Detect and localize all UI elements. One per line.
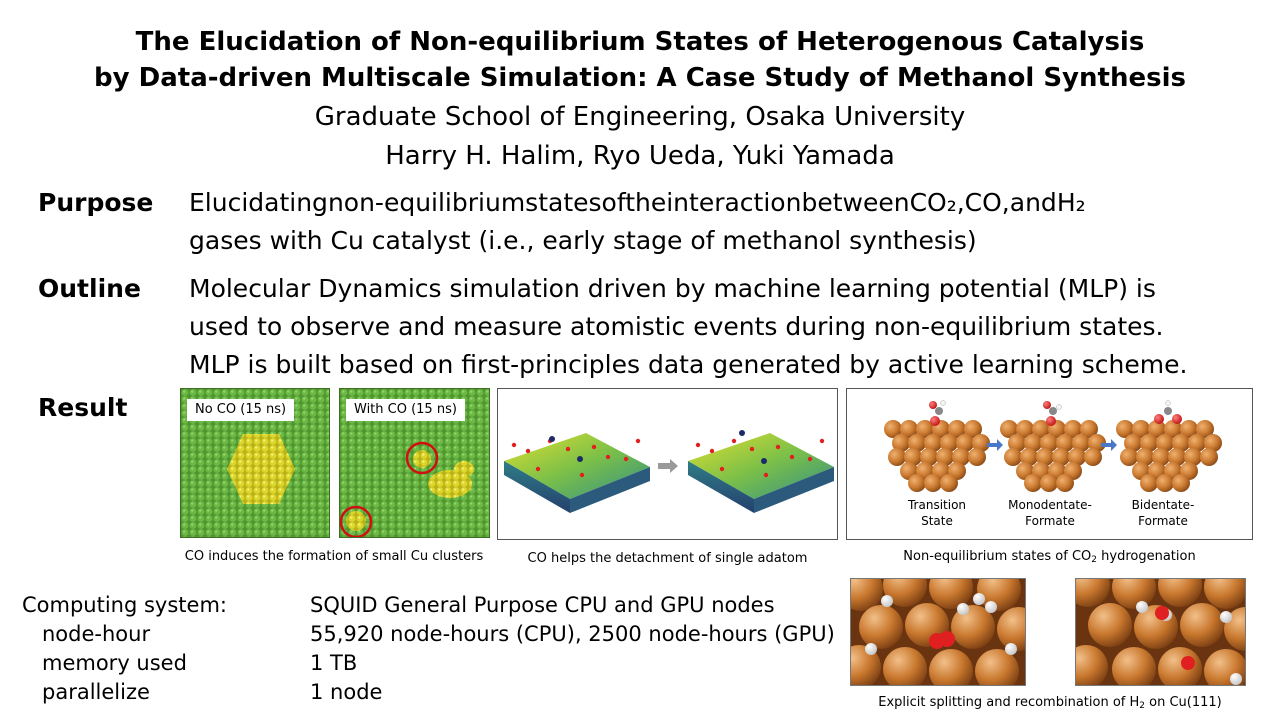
purpose-line-2: gases with Cu catalyst (i.e., early stag…	[189, 226, 977, 255]
caption-adatom-detachment: CO helps the detachment of single adatom	[527, 551, 808, 566]
node-hour-value: 55,920 node-hours (CPU), 2500 node-hours…	[310, 622, 835, 646]
copper-surface-graphic	[1076, 579, 1245, 685]
purpose-text: Elucidatingnon-equilibriumstatesoftheint…	[189, 184, 1242, 260]
caption-h2-splitting: Explicit splitting and recombination of …	[878, 695, 1222, 711]
purpose-word: H₂	[1056, 188, 1086, 217]
h2-splitting-image-2	[1075, 578, 1246, 686]
affiliation: Graduate School of Engineering, Osaka Un…	[314, 102, 966, 132]
slab-after	[688, 430, 834, 513]
purpose-word: of	[601, 188, 626, 217]
step-monodentate-formate: Monodentate- Formate	[1008, 498, 1092, 528]
arrow-right-icon	[658, 459, 678, 473]
slab-before	[504, 433, 650, 513]
copper-cluster-graphic	[884, 400, 1222, 492]
purpose-word: CO₂,	[909, 188, 965, 217]
purpose-line-1: Elucidatingnon-equilibriumstatesoftheint…	[189, 184, 1242, 222]
memory-used-value: 1 TB	[310, 651, 358, 675]
purpose-word: non-equilibrium	[327, 188, 526, 217]
adatom-detachment-image	[497, 388, 838, 540]
title-line-2: by Data-driven Multiscale Simulation: A …	[94, 63, 1186, 93]
parallelize-key: parallelize	[42, 680, 150, 704]
purpose-word: and	[1009, 188, 1057, 217]
copper-surface-graphic	[851, 579, 1025, 685]
computing-system-key: Computing system:	[22, 593, 227, 617]
transition-state-cluster	[884, 400, 990, 492]
cu-slab-graphic	[504, 430, 834, 513]
caption-small-cu-clusters: CO induces the formation of small Cu clu…	[184, 549, 484, 564]
purpose-word: the	[625, 188, 667, 217]
purpose-word: states	[525, 188, 602, 217]
purpose-word: between	[801, 188, 910, 217]
monodentate-formate-cluster	[1000, 401, 1106, 492]
parallelize-value: 1 node	[310, 680, 383, 704]
purpose-word: interaction	[666, 188, 802, 217]
bidentate-formate-cluster	[1116, 400, 1222, 492]
step-transition-state: Transition State	[907, 498, 967, 528]
outline-text: Molecular Dynamics simulation driven by …	[189, 270, 1242, 384]
with-co-tag: With CO (15 ns)	[346, 399, 465, 421]
outline-line-2: used to observe and measure atomistic ev…	[189, 312, 1164, 341]
authors: Harry H. Halim, Ryo Ueda, Yuki Yamada	[385, 141, 895, 171]
arrow-right-icon	[1101, 439, 1117, 451]
purpose-label: Purpose	[38, 188, 154, 217]
outline-line-3: MLP is built based on first-principles d…	[189, 350, 1188, 379]
outline-label: Outline	[38, 274, 141, 303]
result-label: Result	[38, 393, 128, 422]
computing-system-value: SQUID General Purpose CPU and GPU nodes	[310, 593, 775, 617]
node-hour-key: node-hour	[42, 622, 151, 646]
title-line-1: The Elucidation of Non-equilibrium State…	[135, 27, 1145, 57]
no-co-simulation-image: No CO (15 ns)	[180, 388, 330, 538]
arrow-right-icon	[987, 439, 1003, 451]
caption-co2-hydrogenation: Non-equilibrium states of CO2 hydrogenat…	[903, 549, 1196, 565]
h2-splitting-image-1	[850, 578, 1026, 686]
purpose-word: Elucidating	[189, 188, 328, 217]
cluster-highlight-ring	[340, 505, 373, 537]
cluster-highlight-ring	[405, 441, 439, 475]
no-co-tag: No CO (15 ns)	[187, 399, 295, 421]
with-co-simulation-image: With CO (15 ns)	[339, 388, 490, 538]
outline-line-1: Molecular Dynamics simulation driven by …	[189, 274, 1156, 303]
purpose-word: CO,	[964, 188, 1010, 217]
step-bidentate-formate: Bidentate- Formate	[1131, 498, 1195, 528]
memory-used-key: memory used	[42, 651, 187, 675]
co2-hydrogenation-image: Transition State Monodentate- Formate Bi…	[846, 388, 1253, 540]
